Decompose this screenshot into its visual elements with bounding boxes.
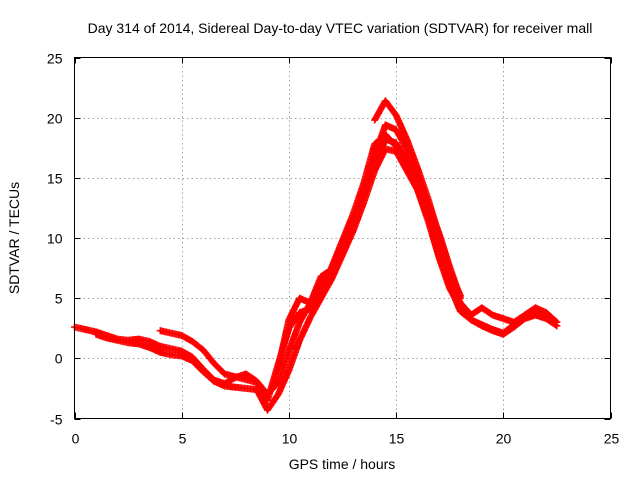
x-tick-label: 15 — [389, 431, 405, 447]
series-track-f — [360, 121, 464, 302]
series-track-b — [156, 131, 561, 404]
x-tick-label: 0 — [72, 431, 80, 447]
chart-title: Day 314 of 2014, Sidereal Day-to-day VTE… — [88, 20, 593, 36]
y-tick-label: 5 — [55, 291, 63, 307]
y-tick-label: -5 — [50, 412, 63, 428]
data-point — [553, 318, 561, 326]
y-tick-label: 25 — [47, 51, 63, 67]
y-axis-label: SDTVAR / TECUs — [6, 182, 22, 294]
y-tick-label: 0 — [55, 351, 63, 367]
plot-frame — [74, 57, 611, 419]
data-point — [552, 317, 560, 325]
x-tick-label: 20 — [496, 431, 512, 447]
series-track-e — [274, 215, 357, 372]
series-track-a — [71, 135, 561, 398]
x-tick-label: 10 — [282, 431, 298, 447]
x-tick-label: 25 — [604, 431, 620, 447]
grid-layer — [74, 57, 611, 419]
x-axis-label: GPS time / hours — [289, 456, 396, 472]
axis-layer: 0 5 10 15 20 25 -5 0 5 10 15 20 25 — [47, 51, 620, 447]
data-point — [456, 294, 464, 302]
data-point — [542, 313, 550, 321]
y-tick-label: 10 — [47, 231, 63, 247]
y-tick-label: 20 — [47, 111, 63, 127]
data-points — [71, 97, 561, 414]
y-tick-label: 15 — [47, 171, 63, 187]
x-tick-label: 5 — [179, 431, 187, 447]
data-point — [349, 215, 357, 223]
